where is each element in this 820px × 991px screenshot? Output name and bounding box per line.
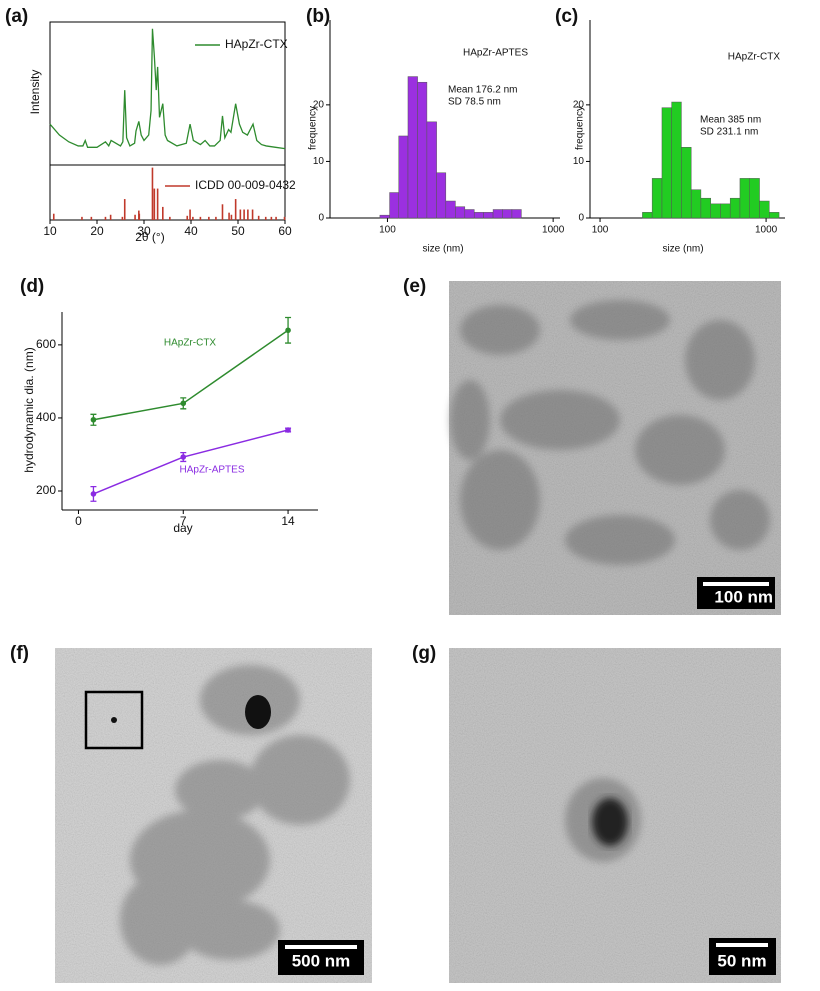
bar [729,197,741,219]
bar [642,212,653,219]
bar [398,135,409,219]
tem-image-g [449,648,781,983]
bar [759,200,770,219]
panel-label: (d) [20,276,44,297]
x-tick-label: 1000 [542,225,565,236]
series-label: HApZr-APTES [179,465,244,476]
bar [710,203,721,219]
bar [464,209,475,219]
x-tick-label: 10 [43,224,57,238]
scale-bar-label: 100 nm [714,587,773,606]
bar [455,206,466,219]
line [49,28,286,150]
annotation: Mean 176.2 nm [448,85,518,96]
line [93,429,289,495]
marker [90,416,97,423]
tem-image-f [55,648,372,983]
legend-label: HApZr-CTX [225,37,288,51]
bar [511,209,522,219]
bar [651,178,663,219]
bar [426,121,437,219]
chart-title: HApZr-CTX [728,52,781,63]
plot-frame [49,164,286,221]
bar [492,209,503,219]
marker [180,454,187,460]
x-tick-label: 0 [75,514,82,528]
panel-label: (e) [403,276,426,297]
panel-label: (g) [412,643,436,664]
x-tick-label: 40 [184,224,198,238]
marker [285,327,291,334]
panel-label: (a) [5,6,28,27]
bar [739,178,750,219]
marker [285,427,291,433]
y-tick-label: 200 [36,483,56,497]
annotation: SD 231.1 nm [700,127,758,138]
x-tick-label: 1000 [755,225,778,236]
bar [700,197,711,219]
bar [690,189,702,219]
bar [483,212,494,219]
x-axis-label: 2θ (°) [135,230,164,244]
legend-label: ICDD 00-009-0432 [195,178,296,192]
tem-image-e [449,281,781,615]
scale-bar-label: 500 nm [292,951,351,970]
chart-title: HApZr-APTES [463,48,528,59]
y-axis-label: hydrodynamic dia. (nm) [22,347,36,472]
bar [681,147,692,219]
x-tick-label: 100 [379,225,396,236]
y-tick-label: 400 [36,410,56,424]
y-tick-label: 20 [573,99,585,110]
bar [769,212,780,219]
bar [473,212,484,219]
panel-label: (c) [555,6,578,27]
panel-label: (f) [10,643,29,664]
y-tick-label: 600 [36,337,56,351]
x-axis-label: size (nm) [422,244,463,255]
x-tick-label: 14 [281,514,295,528]
marker [180,400,187,407]
bar [436,172,447,219]
y-axis-label: frequency [575,106,586,150]
x-axis-label: size (nm) [662,244,703,255]
marker [90,491,97,497]
bar [417,81,428,219]
y-tick-label: 0 [578,213,584,224]
x-tick-label: 30 [137,224,151,238]
annotation: SD 78.5 nm [448,97,501,108]
x-axis-label: day [173,521,192,535]
y-axis-label: Intensity [28,70,42,115]
bar [671,101,682,219]
x-tick-label: 100 [592,225,609,236]
y-tick-label: 0 [318,213,324,224]
bar [389,192,400,219]
panel-label: (b) [306,6,330,27]
bar [749,178,760,219]
y-tick-label: 20 [313,99,325,110]
bar [445,200,456,219]
x-tick-label: 20 [90,224,104,238]
bar [661,107,672,219]
bar [502,209,513,219]
bar [720,203,731,219]
x-tick-label: 60 [278,224,292,238]
series-label: HApZr-CTX [164,338,217,349]
x-tick-label: 7 [180,514,187,528]
y-axis-label: frequency [308,106,319,150]
scale-bar-label: 50 nm [717,951,766,970]
annotation: Mean 385 nm [700,115,761,126]
y-tick-label: 10 [313,156,325,167]
y-tick-label: 10 [573,156,585,167]
bar [379,214,390,219]
x-tick-label: 50 [231,224,245,238]
bar [407,76,418,219]
